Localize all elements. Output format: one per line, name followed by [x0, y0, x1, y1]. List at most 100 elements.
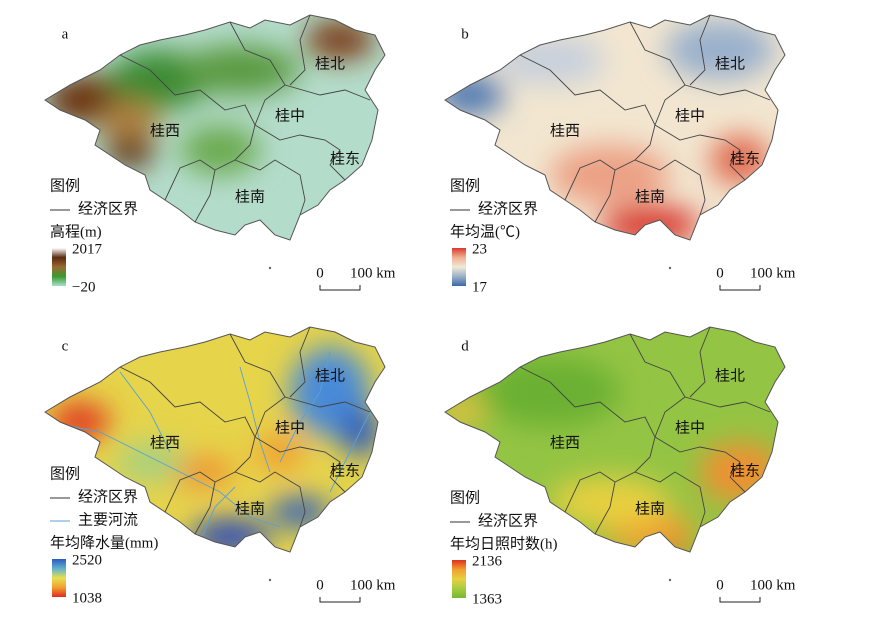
shading-blob	[50, 402, 110, 442]
region-boundary	[229, 21, 286, 126]
colorbar-max: 23	[472, 241, 487, 257]
region-label: 桂西	[150, 434, 180, 451]
legend-title: 图例	[50, 177, 80, 194]
colorbar-min: −20	[72, 279, 95, 295]
legend-title: 图例	[50, 465, 80, 482]
panel-label: d	[461, 338, 469, 354]
region-label: 桂南	[635, 188, 665, 205]
legend-item: 经济区界	[78, 200, 138, 217]
region-boundary	[284, 84, 371, 101]
map	[445, 327, 785, 552]
region-label: 桂西	[150, 122, 180, 139]
shading-blob	[663, 546, 687, 552]
island	[268, 578, 272, 582]
region-label: 桂北	[715, 367, 745, 384]
region-label: 桂东	[730, 462, 760, 479]
legend-variable: 年均温(℃)	[450, 223, 520, 240]
river	[119, 371, 171, 453]
region-label: 桂中	[675, 107, 705, 124]
legend-item: 经济区界	[478, 200, 538, 217]
region-boundary	[654, 436, 746, 493]
region-boundary	[254, 124, 346, 181]
region-label: 桂北	[715, 55, 745, 72]
colorbar	[52, 248, 66, 286]
scale-length: 100 km	[750, 577, 796, 593]
colorbar-min: 1038	[72, 590, 102, 606]
map	[45, 15, 385, 240]
region-boundary	[229, 333, 286, 438]
scale-bar	[719, 597, 761, 603]
river	[239, 366, 271, 473]
region-boundary	[289, 326, 311, 398]
colorbar-min: 17	[472, 279, 488, 295]
colorbar	[452, 560, 466, 598]
legend-item: 经济区界	[78, 488, 138, 505]
region-boundary	[234, 471, 306, 528]
colorbar	[452, 248, 466, 286]
colorbar	[52, 559, 66, 597]
island	[668, 578, 672, 582]
shading-blob	[600, 205, 700, 240]
scale-bar	[319, 597, 361, 603]
river	[329, 411, 371, 493]
region-boundary	[234, 159, 306, 216]
panel-label: a	[62, 26, 69, 42]
region-label: 桂南	[635, 500, 665, 517]
region-boundary	[194, 169, 216, 223]
region-label: 桂东	[330, 462, 360, 479]
region-boundary	[254, 436, 346, 493]
region-label: 桂南	[235, 500, 265, 517]
region-boundary	[629, 21, 686, 126]
map	[45, 327, 385, 552]
legend-item: 经济区界	[478, 512, 538, 529]
region-label: 桂北	[315, 367, 345, 384]
colorbar-min: 1363	[472, 591, 502, 607]
river	[199, 486, 236, 543]
region-label: 桂中	[275, 107, 305, 124]
panel-label: c	[62, 338, 69, 354]
shading-blob	[180, 125, 260, 175]
map-shading	[45, 20, 375, 175]
region-label: 桂东	[730, 150, 760, 167]
map-shading	[50, 347, 380, 552]
region-boundary	[684, 84, 771, 101]
scale-bar	[319, 285, 361, 291]
shading-blob	[105, 132, 155, 168]
shading-blob	[550, 477, 670, 527]
legend-variable: 年均降水量(mm)	[50, 534, 158, 551]
river	[279, 351, 331, 463]
colorbar-max: 2520	[72, 552, 102, 568]
shading-blob	[100, 100, 160, 140]
region-boundary	[289, 14, 311, 86]
region-label: 桂西	[550, 122, 580, 139]
shading-blob	[445, 75, 505, 115]
region-label: 桂西	[550, 434, 580, 451]
scale-length: 100 km	[750, 265, 796, 281]
scale-zero: 0	[316, 577, 324, 593]
shading-blob	[665, 20, 775, 80]
region-label: 桂东	[330, 150, 360, 167]
colorbar-max: 2017	[72, 241, 103, 257]
region-boundary	[629, 333, 686, 438]
river	[59, 423, 281, 528]
legend-title: 图例	[450, 177, 480, 194]
region-label: 桂南	[235, 188, 265, 205]
region-label: 桂北	[315, 55, 345, 72]
region-boundary	[634, 471, 706, 528]
scale-zero: 0	[716, 577, 724, 593]
region-boundary	[689, 14, 711, 86]
legend-variable: 年均日照时数(h)	[450, 535, 558, 552]
island	[668, 266, 672, 270]
region-boundary	[689, 326, 711, 398]
scale-bar	[719, 285, 761, 291]
region-boundary	[284, 396, 371, 413]
map	[445, 15, 785, 240]
island	[268, 266, 272, 270]
scale-zero: 0	[316, 265, 324, 281]
shading-blob	[550, 145, 670, 205]
